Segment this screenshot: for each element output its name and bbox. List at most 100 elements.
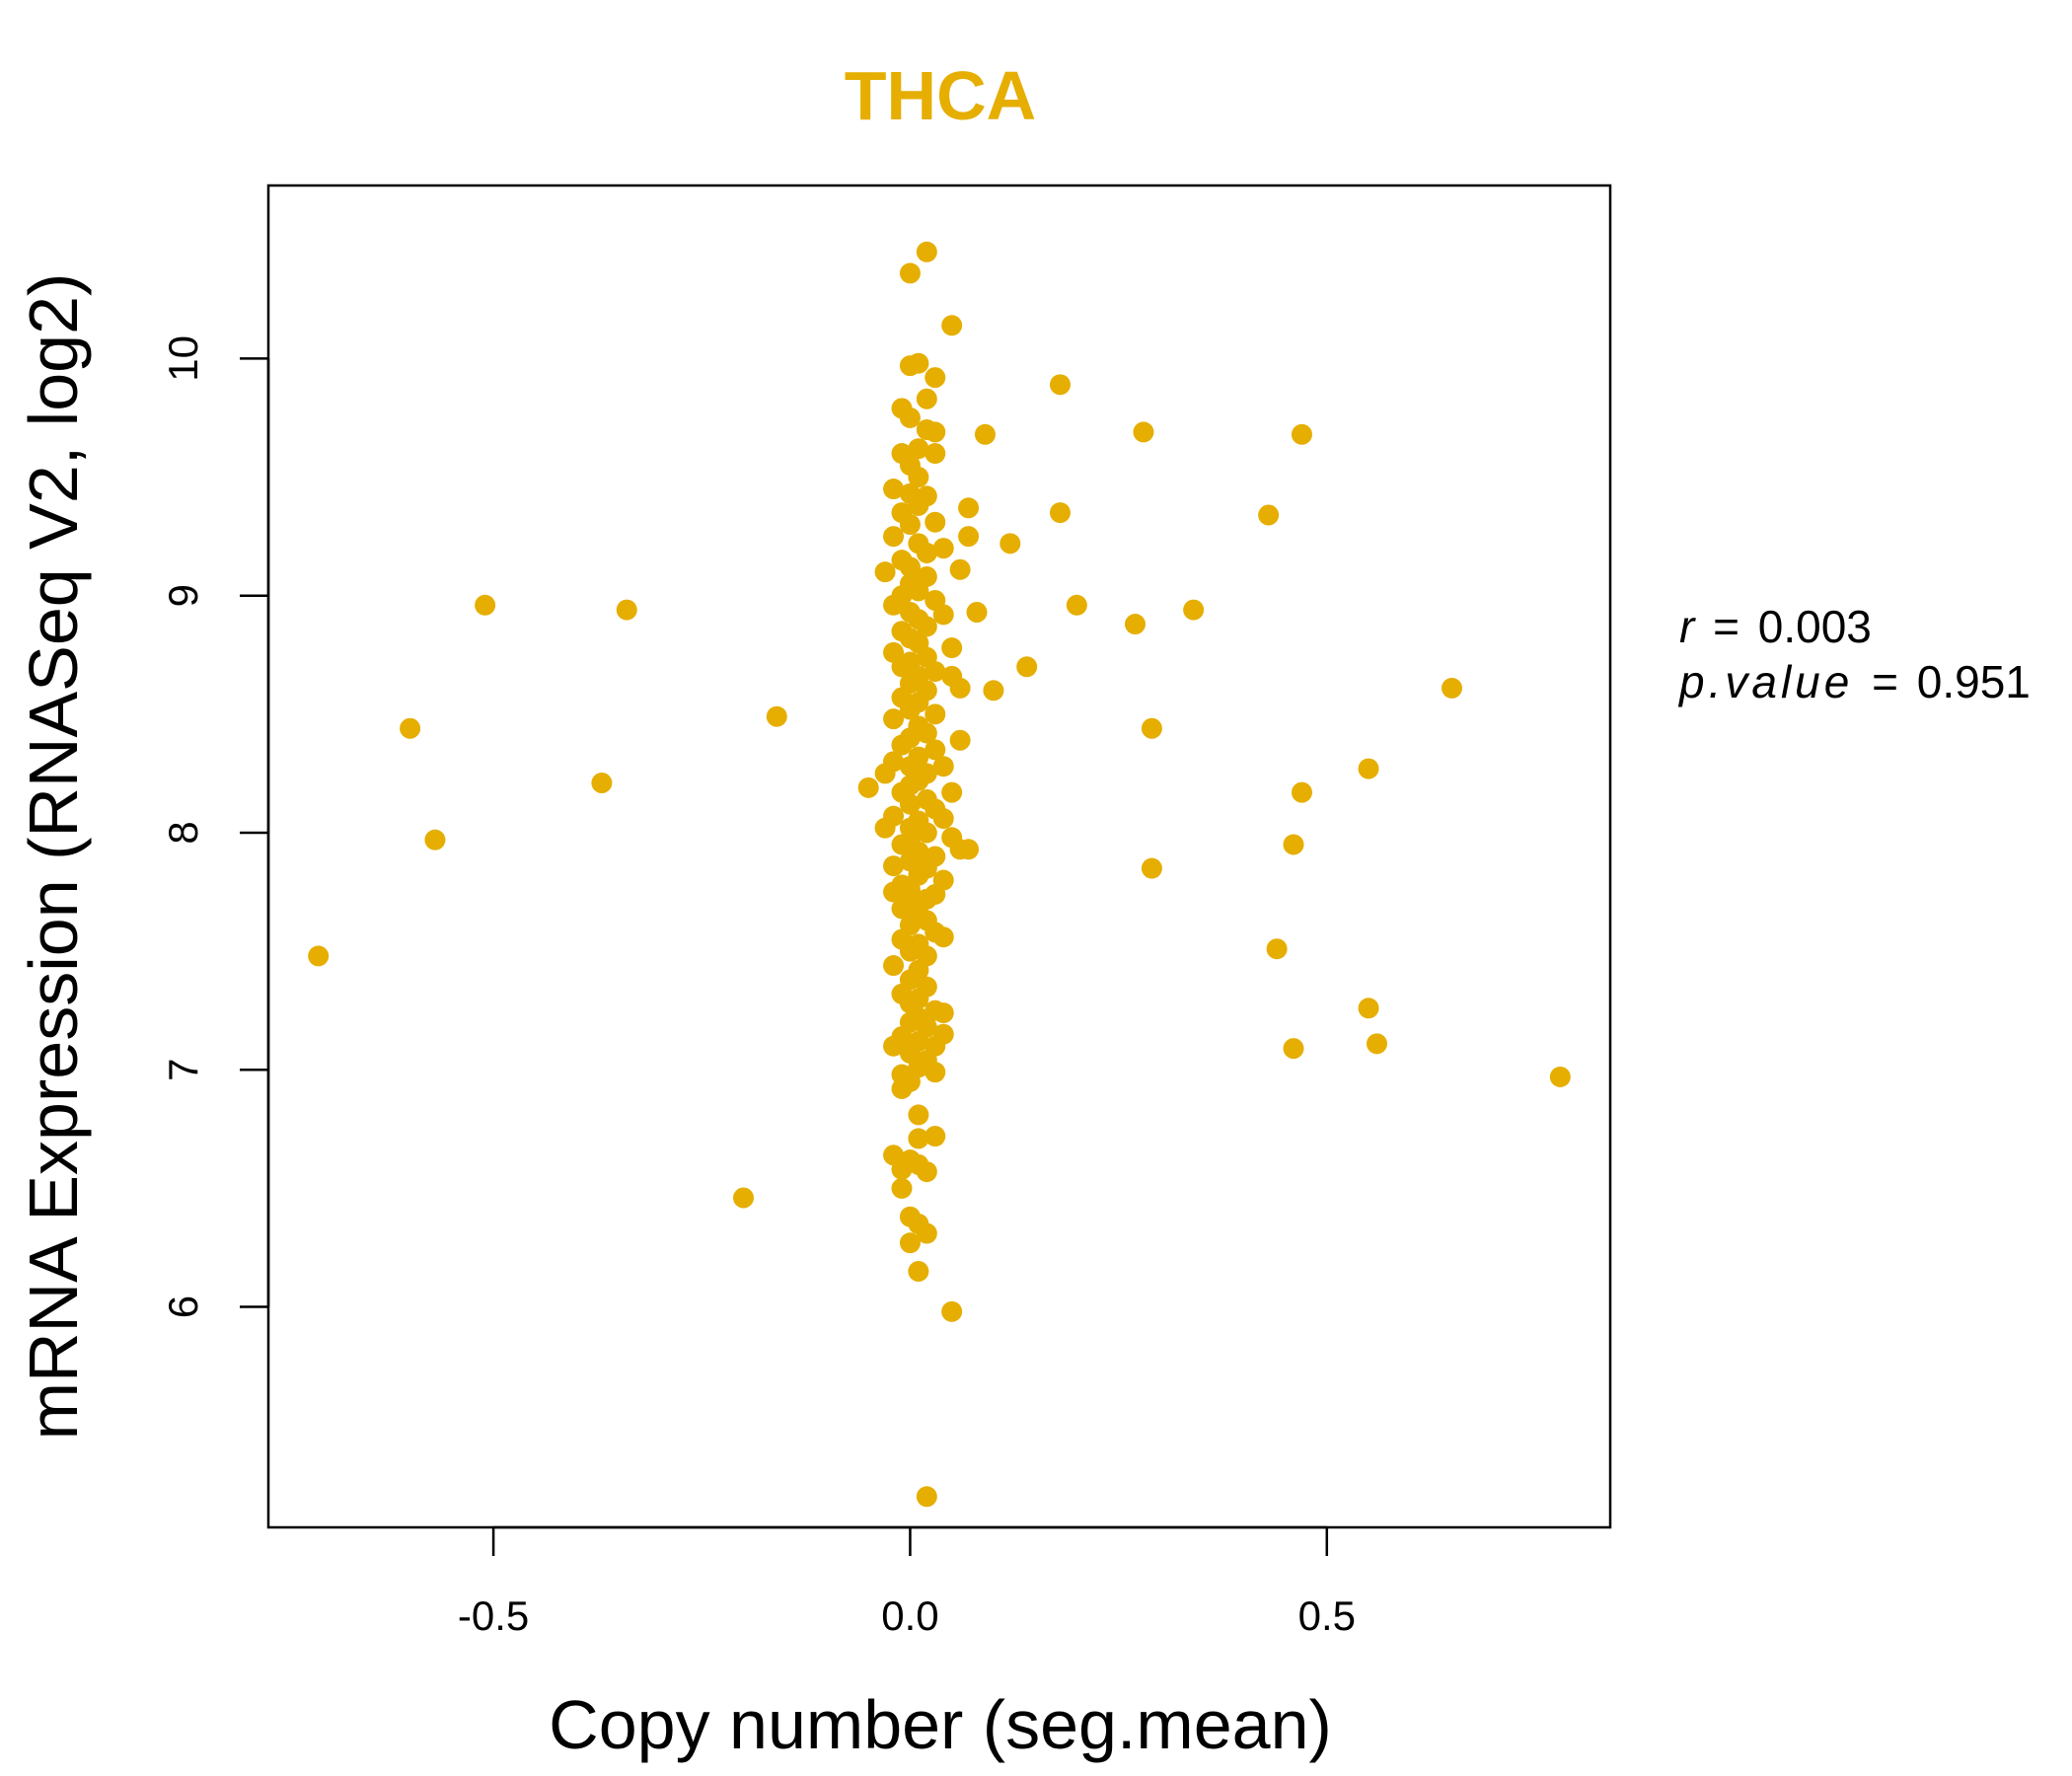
data-point xyxy=(732,1187,754,1209)
data-point xyxy=(916,616,937,637)
data-point xyxy=(941,315,963,336)
data-point xyxy=(308,945,330,967)
data-point xyxy=(916,822,937,844)
r-stat: r = 0.003 xyxy=(1679,601,1872,652)
data-point xyxy=(857,777,879,798)
data-point xyxy=(899,879,921,901)
x-axis: -0.5 0.0 0.5 xyxy=(458,1525,1356,1639)
data-point xyxy=(891,734,913,756)
x-tick-label: 0.5 xyxy=(1298,1592,1356,1639)
y-tick-label: 9 xyxy=(160,584,206,607)
data-point xyxy=(1549,1066,1571,1087)
data-point xyxy=(949,558,971,580)
data-point xyxy=(941,637,963,659)
r-stat-value: 0.003 xyxy=(1758,601,1872,652)
y-tick-label: 8 xyxy=(160,821,206,844)
data-point xyxy=(883,955,905,977)
data-point xyxy=(899,556,921,578)
data-point xyxy=(932,604,954,626)
r-stat-equals: = xyxy=(1713,601,1739,652)
data-point xyxy=(1141,717,1162,739)
y-tick-label: 6 xyxy=(160,1295,206,1318)
data-point xyxy=(958,839,980,860)
data-point xyxy=(925,443,946,465)
data-point xyxy=(891,834,913,855)
data-point xyxy=(932,538,954,559)
data-point xyxy=(1016,656,1038,678)
p-value-stat-equals: = xyxy=(1872,656,1898,707)
data-point xyxy=(925,703,946,725)
data-point xyxy=(883,526,905,548)
data-point xyxy=(891,1177,913,1199)
data-point xyxy=(925,367,946,389)
data-point xyxy=(1358,758,1379,779)
y-axis-label: mRNA Expression (RNASeq V2, log2) xyxy=(15,273,92,1441)
data-point xyxy=(958,497,980,519)
data-point xyxy=(899,699,921,720)
correlation-stats: r = 0.003 p.value = 0.951 xyxy=(1677,601,2031,707)
data-point xyxy=(424,829,446,851)
data-point xyxy=(891,1077,913,1099)
data-point xyxy=(1049,374,1071,396)
data-point xyxy=(591,773,613,794)
x-axis-label: Copy number (seg.mean) xyxy=(549,1686,1332,1763)
data-point xyxy=(1066,594,1087,616)
data-point xyxy=(1141,857,1162,879)
data-point xyxy=(891,1158,913,1180)
data-point xyxy=(941,1300,963,1322)
data-point xyxy=(949,729,971,751)
data-point xyxy=(891,898,913,920)
data-point xyxy=(883,479,905,500)
data-point xyxy=(925,1126,946,1147)
data-point xyxy=(925,1062,946,1083)
data-point xyxy=(916,542,937,563)
data-point xyxy=(908,467,929,488)
data-point xyxy=(908,1260,929,1282)
x-tick-label: 0.0 xyxy=(881,1592,938,1639)
data-point xyxy=(1366,1033,1387,1055)
data-point xyxy=(475,594,496,616)
data-point xyxy=(908,1104,929,1126)
data-point xyxy=(1283,1038,1304,1060)
data-point xyxy=(932,926,954,948)
y-tick-label: 10 xyxy=(160,335,206,382)
data-point xyxy=(925,511,946,533)
data-point xyxy=(899,407,921,428)
data-point xyxy=(899,940,921,962)
p-value-stat-value: 0.951 xyxy=(1917,656,2031,707)
data-point xyxy=(1266,938,1288,960)
data-point xyxy=(874,763,896,784)
data-point xyxy=(916,1161,937,1183)
data-point xyxy=(1183,599,1205,621)
data-point xyxy=(916,1486,937,1508)
r-stat-label: r xyxy=(1679,601,1696,652)
data-point xyxy=(883,594,905,616)
data-point xyxy=(899,514,921,536)
data-point xyxy=(925,421,946,443)
data-point xyxy=(932,1002,954,1024)
p-value-stat: p.value = 0.951 xyxy=(1677,656,2031,707)
data-point xyxy=(1291,781,1312,803)
chart-title: THCA xyxy=(845,57,1036,134)
data-point xyxy=(883,708,905,730)
data-point xyxy=(925,739,946,761)
data-point xyxy=(1442,677,1463,699)
data-point xyxy=(1283,834,1304,855)
data-point xyxy=(899,1232,921,1254)
data-point xyxy=(908,438,929,460)
data-point xyxy=(932,756,954,777)
data-point xyxy=(908,494,929,516)
x-tick-label: -0.5 xyxy=(458,1592,529,1639)
data-point xyxy=(916,388,937,409)
data-point xyxy=(916,722,937,744)
data-point xyxy=(874,817,896,839)
data-point xyxy=(899,262,921,284)
data-point xyxy=(925,661,946,683)
data-point xyxy=(1133,421,1154,443)
p-value-stat-label: p.value xyxy=(1677,656,1853,707)
data-point xyxy=(908,580,929,602)
data-point xyxy=(891,656,913,678)
data-point xyxy=(958,526,980,548)
data-point xyxy=(983,680,1004,702)
